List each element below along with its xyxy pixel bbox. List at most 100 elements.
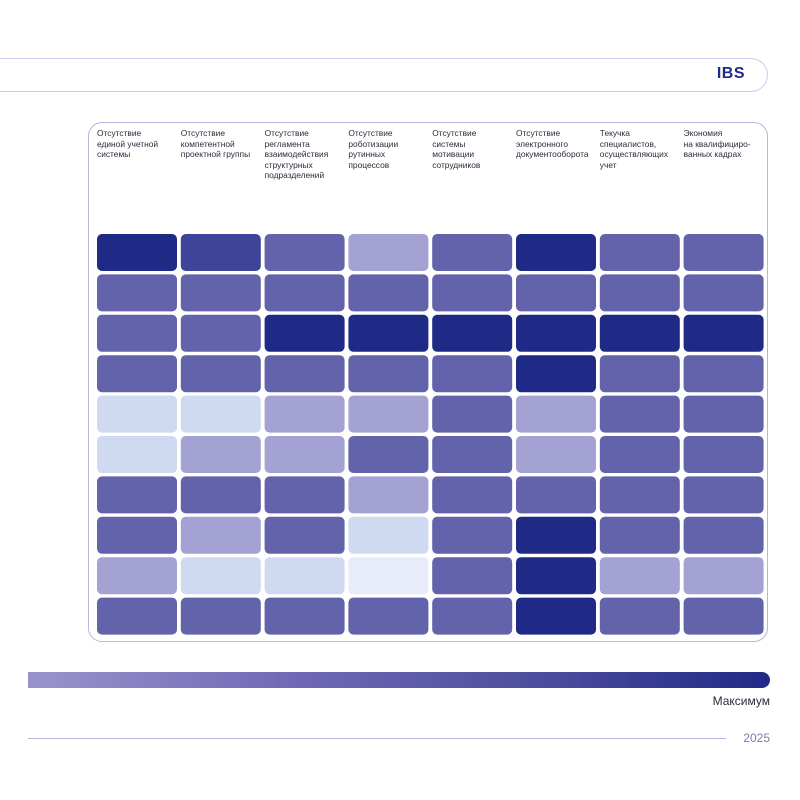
column-header-line: Отсутствие bbox=[97, 128, 142, 138]
color-scale-bar bbox=[28, 672, 770, 688]
column-header-line: Экономия bbox=[683, 128, 723, 138]
heatmap-cell bbox=[348, 476, 429, 514]
heatmap-cell bbox=[97, 516, 177, 554]
column-header-line: на квалифициро- bbox=[683, 138, 751, 149]
column-header-line: компетентной bbox=[180, 138, 235, 149]
column-header-line: роботизации bbox=[348, 138, 399, 149]
column-header-line: Отсутствие bbox=[348, 128, 393, 138]
heatmap-cell bbox=[180, 234, 261, 271]
column-header-line: Отсутствие bbox=[180, 128, 225, 138]
heatmap-cell bbox=[97, 436, 177, 473]
heatmap-cell bbox=[516, 597, 596, 635]
heatmap-cell bbox=[599, 436, 680, 473]
heatmap-cell bbox=[348, 436, 429, 473]
heatmap-cell bbox=[348, 597, 429, 635]
column-header-line: рутинных bbox=[348, 149, 386, 160]
heatmap-cell bbox=[599, 314, 680, 352]
column-header-3: Отсутствие регламента взаимодействия структ… bbox=[265, 128, 347, 181]
heatmap-cell bbox=[516, 476, 596, 514]
heatmap-cell bbox=[264, 557, 345, 595]
heatmap-cell bbox=[264, 395, 345, 433]
heatmap-cell bbox=[348, 557, 429, 595]
heatmap-cell bbox=[599, 234, 680, 271]
heatmap-cell bbox=[432, 234, 513, 271]
heatmap-cell bbox=[348, 516, 429, 554]
heatmap-cell bbox=[683, 395, 764, 433]
column-header-line: проектной группы bbox=[180, 149, 251, 160]
column-header-line: регламента bbox=[264, 138, 310, 149]
heatmap-cell bbox=[180, 597, 261, 635]
heatmap-cell bbox=[683, 557, 764, 595]
ibs-logo: IBS bbox=[716, 65, 745, 82]
heatmap-cell bbox=[683, 274, 764, 312]
heatmap-cell bbox=[264, 597, 345, 635]
heatmap-cell bbox=[348, 274, 429, 312]
heatmap-cell bbox=[599, 476, 680, 514]
heatmap-cell bbox=[348, 395, 429, 433]
heatmap-cell bbox=[599, 597, 680, 635]
heatmap-cell bbox=[97, 597, 177, 635]
heatmap-cell bbox=[432, 597, 513, 635]
heatmap-cell bbox=[516, 274, 596, 312]
column-header-line: электронного bbox=[516, 138, 568, 149]
footer-year: 2025 bbox=[743, 731, 770, 745]
heatmap-cell bbox=[264, 355, 345, 393]
heatmap-cell bbox=[683, 314, 764, 352]
heatmap-cell bbox=[97, 314, 177, 352]
heatmap-cell bbox=[432, 516, 513, 554]
heatmap-cell bbox=[516, 234, 596, 271]
heatmap-cell bbox=[599, 395, 680, 433]
heatmap-cell bbox=[599, 516, 680, 554]
heatmap-panel bbox=[88, 122, 768, 642]
heatmap-cell bbox=[97, 395, 177, 433]
heatmap-cell bbox=[432, 314, 513, 352]
top-header-bar: IBS bbox=[0, 58, 768, 92]
heatmap-cell bbox=[180, 436, 261, 473]
heatmap-cell bbox=[432, 557, 513, 595]
heatmap-cell bbox=[348, 355, 429, 393]
column-header-line: мотивации bbox=[432, 149, 475, 160]
column-header-line: Отсутствие bbox=[432, 128, 477, 138]
heatmap-cell bbox=[97, 234, 177, 271]
heatmap-cell bbox=[180, 314, 261, 352]
column-header-8: Экономия на квалифициро-ванных кадрах bbox=[684, 128, 766, 160]
heatmap-cell bbox=[683, 597, 764, 635]
heatmap-cell bbox=[264, 234, 345, 271]
column-header-line: осуществляющих bbox=[599, 149, 669, 160]
heatmap-cell bbox=[516, 355, 596, 393]
heatmap-cell bbox=[516, 395, 596, 433]
heatmap-cell bbox=[348, 314, 429, 352]
heatmap-cell bbox=[432, 436, 513, 473]
heatmap-cell bbox=[180, 516, 261, 554]
heatmap-cell bbox=[180, 557, 261, 595]
column-header-5: Отсутствие системы мотивации сотрудников bbox=[432, 128, 514, 170]
footer-divider bbox=[28, 738, 726, 739]
heatmap-cell bbox=[599, 355, 680, 393]
heatmap-cell bbox=[264, 274, 345, 312]
column-header-line: процессов bbox=[348, 159, 390, 170]
heatmap-cell bbox=[683, 476, 764, 514]
heatmap-cell bbox=[432, 274, 513, 312]
heatmap-cell bbox=[516, 314, 596, 352]
heatmap-cell bbox=[432, 355, 513, 393]
column-header-line: документооборота bbox=[516, 149, 589, 160]
column-header-7: Текучка специалистов, осуществляющих учет bbox=[600, 128, 682, 170]
heatmap-cell bbox=[683, 355, 764, 393]
heatmap-cell bbox=[264, 436, 345, 473]
heatmap-cell bbox=[516, 557, 596, 595]
column-header-line: взаимодействия bbox=[264, 149, 329, 160]
heatmap-cell bbox=[97, 274, 177, 312]
heatmap-cell bbox=[683, 234, 764, 271]
column-header-1: Отсутствие единой учетной системы bbox=[97, 128, 179, 160]
heatmap-cell bbox=[516, 516, 596, 554]
column-header-line: Отсутствие bbox=[264, 128, 309, 138]
heatmap-cell bbox=[683, 436, 764, 473]
column-header-line: структурных bbox=[264, 159, 313, 170]
heatmap-cell bbox=[180, 274, 261, 312]
heatmap-cell bbox=[683, 516, 764, 554]
column-header-line: системы bbox=[97, 149, 131, 160]
heatmap-cell bbox=[97, 355, 177, 393]
heatmap-cell bbox=[599, 274, 680, 312]
column-header-line: единой учетной bbox=[97, 138, 159, 149]
